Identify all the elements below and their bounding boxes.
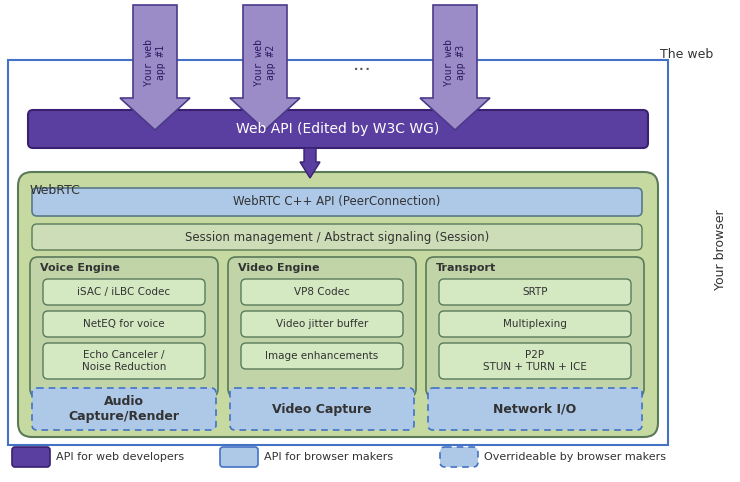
FancyBboxPatch shape <box>428 388 642 430</box>
FancyBboxPatch shape <box>32 224 642 250</box>
Text: Your web
app #3: Your web app #3 <box>444 39 465 86</box>
FancyBboxPatch shape <box>439 311 631 337</box>
FancyBboxPatch shape <box>241 343 403 369</box>
FancyBboxPatch shape <box>228 257 416 397</box>
Text: WebRTC: WebRTC <box>30 184 81 197</box>
Text: Audio
Capture/Render: Audio Capture/Render <box>69 395 180 423</box>
Text: Session management / Abstract signaling (Session): Session management / Abstract signaling … <box>185 230 489 243</box>
Text: ...: ... <box>353 55 371 75</box>
Text: Image enhancements: Image enhancements <box>266 351 379 361</box>
Text: Network I/O: Network I/O <box>494 402 576 415</box>
FancyBboxPatch shape <box>426 257 644 397</box>
Text: Overrideable by browser makers: Overrideable by browser makers <box>484 452 666 462</box>
FancyBboxPatch shape <box>241 279 403 305</box>
Text: The web: The web <box>660 49 713 62</box>
FancyBboxPatch shape <box>28 110 648 148</box>
Text: API for browser makers: API for browser makers <box>264 452 393 462</box>
Polygon shape <box>420 5 490 130</box>
Polygon shape <box>120 5 190 130</box>
Text: Web API (Edited by W3C WG): Web API (Edited by W3C WG) <box>236 122 440 136</box>
FancyBboxPatch shape <box>43 311 205 337</box>
Text: SRTP: SRTP <box>522 287 548 297</box>
Text: Multiplexing: Multiplexing <box>503 319 567 329</box>
Text: Echo Canceler /
Noise Reduction: Echo Canceler / Noise Reduction <box>82 350 166 372</box>
Text: NetEQ for voice: NetEQ for voice <box>83 319 165 329</box>
FancyBboxPatch shape <box>32 388 216 430</box>
FancyBboxPatch shape <box>32 188 642 216</box>
Polygon shape <box>230 5 300 130</box>
FancyBboxPatch shape <box>241 311 403 337</box>
Text: VP8 Codec: VP8 Codec <box>294 287 350 297</box>
Text: Video Engine: Video Engine <box>238 263 320 273</box>
Text: iSAC / iLBC Codec: iSAC / iLBC Codec <box>78 287 170 297</box>
Text: Your browser: Your browser <box>713 210 727 290</box>
Text: Video Capture: Video Capture <box>272 402 371 415</box>
FancyBboxPatch shape <box>12 447 50 467</box>
FancyBboxPatch shape <box>30 257 218 397</box>
Text: API for web developers: API for web developers <box>56 452 184 462</box>
Bar <box>8 60 668 445</box>
FancyBboxPatch shape <box>439 279 631 305</box>
Text: Your web
app #2: Your web app #2 <box>255 39 276 86</box>
Text: Transport: Transport <box>436 263 497 273</box>
Text: Voice Engine: Voice Engine <box>40 263 120 273</box>
FancyBboxPatch shape <box>18 172 658 437</box>
FancyBboxPatch shape <box>230 388 414 430</box>
FancyBboxPatch shape <box>440 447 478 467</box>
Text: Video jitter buffer: Video jitter buffer <box>276 319 368 329</box>
FancyBboxPatch shape <box>43 343 205 379</box>
FancyBboxPatch shape <box>43 279 205 305</box>
FancyBboxPatch shape <box>439 343 631 379</box>
Text: WebRTC C++ API (PeerConnection): WebRTC C++ API (PeerConnection) <box>233 196 441 209</box>
Polygon shape <box>300 148 320 178</box>
Text: Your web
app #1: Your web app #1 <box>144 39 166 86</box>
Text: P2P
STUN + TURN + ICE: P2P STUN + TURN + ICE <box>483 350 587 372</box>
FancyBboxPatch shape <box>220 447 258 467</box>
